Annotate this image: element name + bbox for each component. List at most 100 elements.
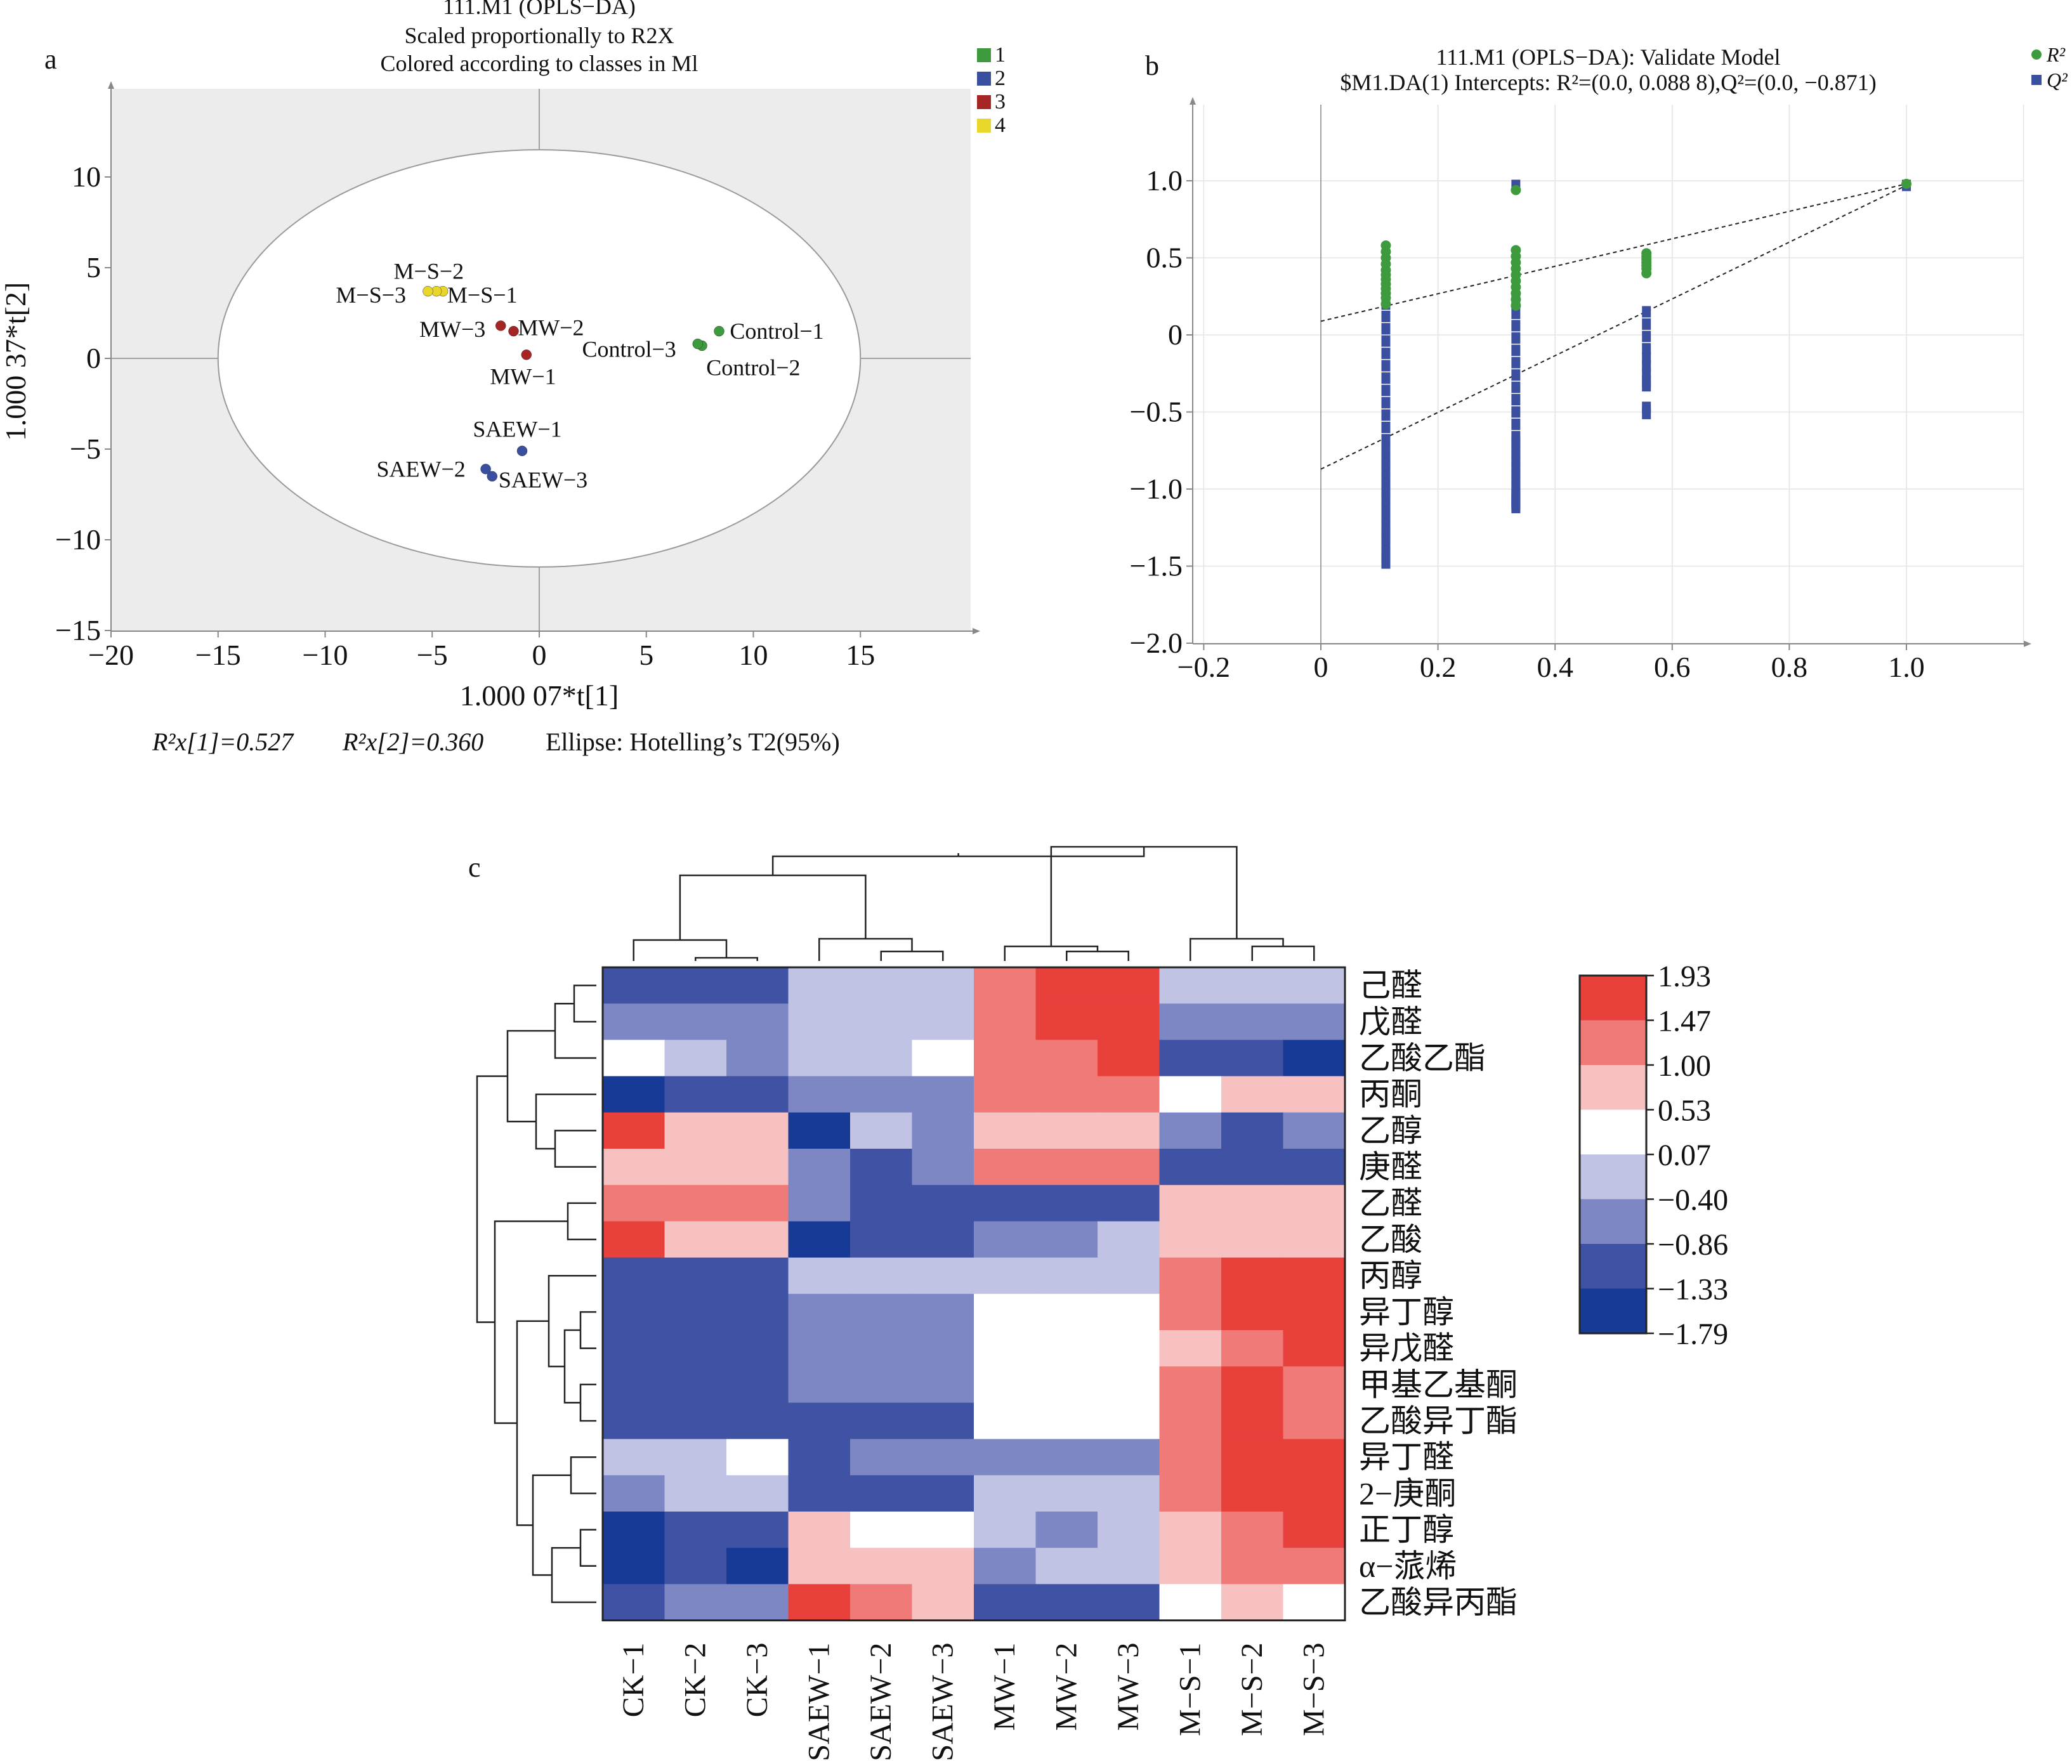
panel-c-cell bbox=[850, 1185, 913, 1222]
panel-c-cell bbox=[1159, 1221, 1222, 1258]
panel-a-legend-swatch bbox=[977, 119, 991, 133]
panel-b-title-line-2: $M1.DA(1) Intercepts: R²=(0.0, 0.088 8),… bbox=[1340, 70, 1876, 95]
panel-c-row-label: 己醛 bbox=[1359, 968, 1422, 1003]
panel-a-footer-r2x1: R²x[1]=0.527 bbox=[152, 728, 294, 756]
panel-a-y-tick-label: −15 bbox=[55, 614, 101, 646]
panel-c-cell bbox=[912, 1402, 974, 1440]
panel-b-y-tick-label: −1.0 bbox=[1130, 473, 1183, 505]
panel-c-colorbar-label: 0.07 bbox=[1658, 1139, 1711, 1172]
panel-c-cell bbox=[1098, 1330, 1160, 1367]
panel-a-y-tick-label: −10 bbox=[55, 523, 101, 556]
panel-c-cell bbox=[603, 1112, 666, 1149]
panel-c-column-label: MW−3 bbox=[1111, 1643, 1145, 1731]
panel-c-cell bbox=[726, 1003, 789, 1040]
panel-a-y-tick-label: −5 bbox=[70, 433, 101, 465]
panel-c-cell bbox=[664, 1548, 727, 1584]
panel-c-cell bbox=[726, 1257, 789, 1295]
panel-a-point-label: SAEW−1 bbox=[473, 417, 561, 442]
panel-c-row-dendro-link bbox=[494, 1220, 568, 1424]
panel-c-cell bbox=[603, 1293, 666, 1331]
panel-a-point bbox=[521, 350, 532, 360]
panel-c-cell bbox=[850, 1548, 913, 1584]
panel-c-cell bbox=[1098, 1149, 1160, 1186]
panel-c-colorbar-bin bbox=[1580, 1288, 1646, 1334]
panel-c-row-label: 异丁醛 bbox=[1359, 1439, 1454, 1475]
panel-b-q2-point bbox=[1381, 348, 1391, 360]
panel-c-cell bbox=[1221, 1512, 1284, 1548]
panel-b-q2-point bbox=[1381, 396, 1391, 408]
panel-c-col-dendro-link bbox=[1190, 938, 1284, 961]
panel-c-cell bbox=[1221, 1003, 1284, 1040]
panel-a-x-tick-label: −10 bbox=[303, 639, 348, 671]
panel-c-cell bbox=[850, 1512, 913, 1548]
panel-b-q2-point bbox=[1381, 384, 1391, 396]
panel-c-cell bbox=[664, 1366, 727, 1403]
panel-c-column-label: MW−2 bbox=[1049, 1643, 1083, 1731]
panel-b-regression-line bbox=[1320, 183, 1907, 322]
panel-c-column-label: CK−1 bbox=[617, 1643, 650, 1718]
panel-b-q2-point bbox=[1381, 310, 1391, 322]
panel-c-cell bbox=[664, 1003, 727, 1040]
panel-c-cell bbox=[1098, 1366, 1160, 1403]
panel-a-ellipse-shape bbox=[217, 149, 862, 568]
panel-c-cell bbox=[664, 1512, 727, 1548]
panel-c-cell bbox=[1221, 1257, 1284, 1295]
panel-c-cell bbox=[974, 1076, 1037, 1113]
panel-c-row-dendro-link bbox=[573, 984, 596, 1023]
panel-c-column-label: M−S−2 bbox=[1235, 1643, 1269, 1737]
panel-c-colorbar-label: 0.53 bbox=[1658, 1094, 1711, 1128]
panel-b-q2-point bbox=[1511, 394, 1521, 406]
panel-a-point-label: M−S−3 bbox=[336, 282, 406, 308]
panel-b-letter: b bbox=[1145, 50, 1159, 81]
panel-c-cell bbox=[788, 1366, 851, 1403]
panel-c-cell bbox=[1159, 1185, 1222, 1222]
panel-c-cell bbox=[1221, 1293, 1284, 1331]
panel-c-colorbar-label: 1.00 bbox=[1658, 1049, 1711, 1083]
panel-a-x-arrow bbox=[973, 628, 980, 634]
panel-c-cell bbox=[850, 1584, 913, 1621]
panel-c-cell bbox=[1159, 1366, 1222, 1403]
panel-c-row-dendro-link bbox=[548, 1274, 596, 1368]
panel-c-cell bbox=[726, 967, 789, 1004]
panel-c-cell bbox=[974, 1185, 1037, 1222]
panel-c-row-dendro-link bbox=[563, 1329, 580, 1404]
panel-c-colorbar-bin bbox=[1580, 1244, 1646, 1289]
panel-c-cell bbox=[603, 1149, 666, 1186]
panel-c-cell bbox=[1159, 1293, 1222, 1331]
panel-c-row-dendro-link bbox=[551, 1546, 596, 1604]
panel-c-row-label: 丙酮 bbox=[1359, 1076, 1422, 1112]
panel-c-cell bbox=[850, 1330, 913, 1367]
panel-b-x-tick-label: 0.8 bbox=[1771, 651, 1808, 683]
panel-a-footer-ellipse: Ellipse: Hotelling’s T2(95%) bbox=[546, 728, 840, 756]
panel-b-q2-point bbox=[1381, 443, 1391, 455]
panel-b-q2-point bbox=[1511, 320, 1521, 332]
panel-c-cell bbox=[974, 1112, 1037, 1149]
panel-c-col-dendro-link bbox=[771, 847, 1145, 875]
panel-c-cell bbox=[912, 967, 974, 1004]
panel-c-cell bbox=[974, 1257, 1037, 1295]
panel-c-cell bbox=[850, 1257, 913, 1295]
panel-c-cell bbox=[1035, 1003, 1098, 1040]
panel-c-cell bbox=[912, 1076, 974, 1113]
panel-c-cell bbox=[1159, 1076, 1222, 1113]
panel-c-cell bbox=[726, 1112, 789, 1149]
panel-c-cell bbox=[1283, 1512, 1346, 1548]
panel-c-col-dendro-link bbox=[1251, 945, 1315, 961]
panel-a-point bbox=[692, 338, 703, 350]
panel-c-cell bbox=[1283, 1003, 1346, 1040]
panel-c-frame bbox=[601, 966, 1346, 1622]
panel-c-row-dendrogram bbox=[476, 984, 596, 1604]
panel-c-cell bbox=[1098, 1402, 1160, 1440]
panel-c-cell bbox=[603, 1040, 666, 1077]
panel-a-legend-label: 2 bbox=[995, 67, 1006, 90]
panel-c-cell bbox=[1159, 1257, 1222, 1295]
panel-c-cell bbox=[850, 1112, 913, 1149]
panel-a-point-labels: Control−1 Control−3 Control−2 MW−2 MW−3MW−1 M… bbox=[336, 259, 823, 493]
panel-c-cell bbox=[1159, 1330, 1222, 1367]
panel-c-cell bbox=[1035, 1584, 1098, 1621]
panel-c-cell bbox=[1035, 967, 1098, 1004]
panel-b-q2-point bbox=[1381, 434, 1391, 446]
panel-a-x-tick-label: −5 bbox=[417, 639, 448, 671]
panel-c-cell bbox=[850, 1003, 913, 1040]
panel-c-cell bbox=[850, 1366, 913, 1403]
